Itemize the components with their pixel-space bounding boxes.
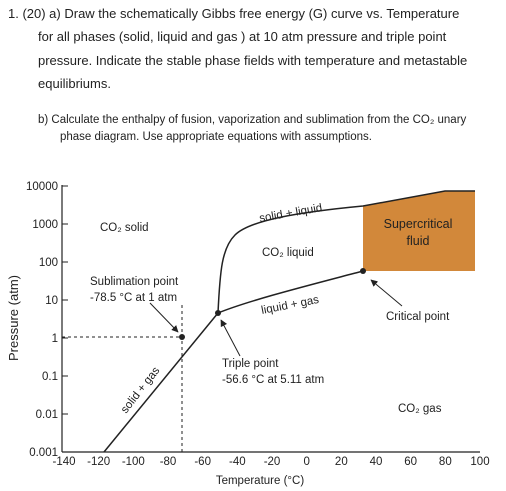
x-tick-label: -80: [160, 456, 177, 468]
annotation: Triple point: [222, 358, 279, 370]
y-tick-label: 100: [39, 257, 58, 269]
x-tick-label: 80: [439, 456, 452, 468]
arrow: [370, 279, 403, 307]
y-tick-label: 1: [52, 333, 58, 345]
x-tick-label: -120: [87, 456, 110, 468]
region-label: CO₂ solid: [100, 222, 149, 234]
melting-curve: [217, 190, 475, 314]
annotation: -56.6 °C at 5.11 atm: [222, 374, 324, 386]
annotation: -78.5 °C at 1 atm: [90, 292, 177, 304]
annotation: Sublimation point: [90, 276, 179, 288]
supercritical-region: [363, 191, 475, 271]
boundary-label: solid + liquid: [258, 202, 323, 225]
boundary-label: liquid + gas: [260, 294, 320, 317]
triple-point: [215, 310, 221, 316]
y-tick-label: 10: [45, 295, 58, 307]
y-tick-label: 0.1: [42, 371, 58, 383]
question-line: b) Calculate the enthalpy of fusion, vap…: [38, 114, 467, 126]
x-tick-label: 0: [303, 456, 309, 468]
x-tick-label: 60: [404, 456, 417, 468]
region-label: CO₂ liquid: [262, 247, 314, 259]
x-axis-label: Temperature (°C): [216, 475, 304, 487]
question-line: 1. (20) a) Draw the schematically Gibbs …: [8, 6, 459, 21]
x-tick-label: -100: [122, 456, 145, 468]
y-axis-label: Pressure (atm): [6, 275, 21, 361]
x-tick-label: 20: [335, 456, 348, 468]
y-tick-label: 0.01: [36, 409, 58, 421]
question-line: for all phases (solid, liquid and gas ) …: [38, 29, 447, 44]
question-line: phase diagram. Use appropriate equations…: [60, 131, 372, 143]
question-line: equilibriums.: [38, 76, 111, 91]
y-tick-label: 0.001: [29, 447, 58, 459]
region-label: fluid: [407, 234, 430, 248]
sublimation-point: [179, 334, 185, 340]
x-tick-label: -20: [264, 456, 281, 468]
x-tick-label: -140: [52, 456, 75, 468]
question-line: pressure. Indicate the stable phase fiel…: [38, 53, 467, 68]
y-tick-label: 10000: [26, 181, 58, 193]
x-tick-label: 40: [370, 456, 383, 468]
x-tick-label: 100: [470, 456, 489, 468]
y-tick-label: 1000: [32, 219, 58, 231]
annotation: Critical point: [386, 311, 450, 323]
phase-diagram: CO₂ solid solid + liquid CO₂ liquid Supe…: [6, 181, 490, 487]
sublimation-curve: [103, 312, 219, 453]
arrow: [220, 319, 241, 357]
critical-point: [360, 268, 366, 274]
region-label: CO₂ gas: [398, 403, 442, 415]
arrow: [149, 302, 179, 333]
x-tick-label: -60: [194, 456, 211, 468]
vaporization-curve: [217, 270, 364, 314]
x-tick-label: -40: [229, 456, 246, 468]
region-label: Supercritical: [384, 217, 453, 231]
